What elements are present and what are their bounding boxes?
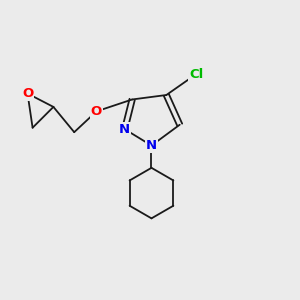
Text: N: N <box>119 123 130 136</box>
Text: N: N <box>146 139 157 152</box>
Text: O: O <box>22 87 33 100</box>
Text: Cl: Cl <box>189 68 203 81</box>
Text: O: O <box>91 105 102 118</box>
